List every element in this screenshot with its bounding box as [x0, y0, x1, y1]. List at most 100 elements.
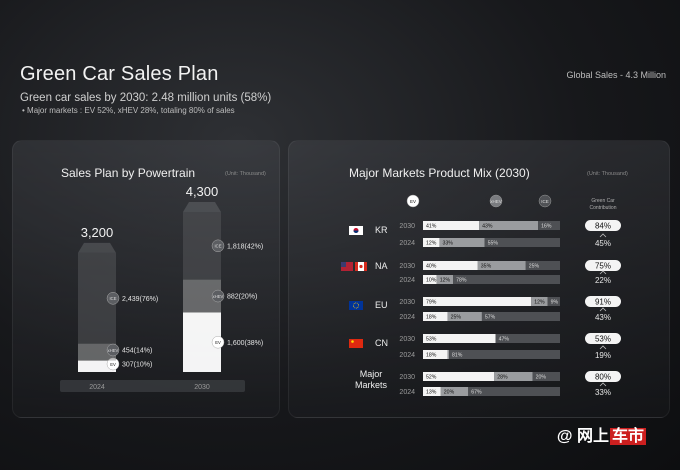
contribution-pill-na-2030: [585, 260, 621, 271]
bar-label-ev-cn-2024: 18%: [426, 353, 437, 359]
badge-text-xhev-2024: xHEV: [108, 348, 119, 353]
contribution-arrow-major-markets-2024: [599, 382, 607, 387]
market-name-cn: CN: [375, 338, 388, 348]
badge-text-ev-2024: EV: [110, 362, 116, 367]
bar-seg-ev-2024: [78, 360, 116, 372]
flag-ca-leaf: [359, 264, 363, 269]
year-band: [60, 380, 245, 392]
legend-text-ev: EV: [410, 199, 416, 204]
bar-seg-xhev-na-2024: [436, 275, 454, 284]
bullet-note: • Major markets : EV 52%, xHEV 28%, tota…: [22, 106, 235, 115]
bar-seg-xhev-eu-2024: [447, 312, 482, 321]
bar-label-ice-na-2030: 25%: [529, 264, 540, 270]
row-year-cn-2030: 2030: [399, 336, 415, 343]
bar-label-xhev-na-2024: 12%: [440, 278, 451, 284]
markets-unit-note: (Unit: Thousand): [587, 171, 628, 177]
category-label-2030: 2030: [194, 384, 210, 391]
contribution-arrow-kr-2024: [599, 233, 607, 238]
bar-label-xhev-major-markets-2030: 28%: [497, 375, 508, 381]
total-label-2030: 4,300: [186, 184, 219, 199]
row-year-na-2024: 2024: [399, 277, 415, 284]
contribution-value-major-markets-2024: 33%: [595, 388, 611, 397]
bar-seg-ice-kr-2030: [538, 221, 560, 230]
bar-label-ev-major-markets-2030: 52%: [426, 375, 437, 381]
bar-seg-ice-eu-2024: [481, 312, 560, 321]
contribution-value-eu-2024: 43%: [595, 313, 611, 322]
bar-seg-ev-major-markets-2024: [423, 387, 441, 396]
contribution-value-kr-2030: 84%: [595, 222, 611, 231]
contribution-pill-kr-2030: [585, 220, 621, 231]
bar-seg-ev-eu-2024: [423, 312, 448, 321]
row-year-eu-2024: 2024: [399, 314, 415, 321]
value-label-ev-2030: 1,600(38%): [227, 340, 263, 347]
bar-seg-ev-na-2030: [423, 261, 478, 270]
contribution-header-line2: Contribution: [590, 205, 617, 211]
bar-label-xhev-eu-2030: 12%: [534, 300, 545, 306]
bar-label-ice-kr-2024: 55%: [488, 241, 499, 247]
bar-label-ev-na-2030: 40%: [426, 264, 437, 270]
bar-label-xhev-kr-2030: 43%: [482, 224, 493, 230]
contribution-arrow-cn-2024: [599, 345, 607, 350]
market-name-na: NA: [375, 261, 388, 271]
total-label-2024: 3,200: [81, 225, 114, 240]
bar-label-xhev-eu-2024: 25%: [451, 315, 462, 321]
bar-seg-ev-major-markets-2030: [423, 372, 495, 381]
bar-seg-xhev-eu-2030: [531, 297, 548, 306]
category-label-2024: 2024: [89, 384, 105, 391]
flag-us: [341, 262, 353, 271]
powertrain-unit-note: (Unit: Thousand): [225, 171, 266, 177]
watermark: @ 网上 车市: [557, 422, 646, 446]
bar-seg-ev-kr-2024: [423, 238, 440, 247]
market-name-line1: Major: [360, 369, 383, 379]
bar-seg-ice-cn-2024: [449, 350, 560, 359]
row-year-kr-2030: 2030: [399, 223, 415, 230]
flag-cn: [349, 339, 363, 348]
bar-seg-ice-na-2030: [525, 261, 560, 270]
contribution-value-major-markets-2030: 80%: [595, 373, 611, 382]
contribution-arrow-na-2024: [599, 270, 607, 275]
bar-seg-xhev-kr-2030: [479, 221, 539, 230]
bar-seg-xhev-na-2030: [477, 261, 526, 270]
row-year-na-2030: 2030: [399, 263, 415, 270]
bar-label-xhev-major-markets-2024: 20%: [444, 390, 455, 396]
bar-seg-xhev-major-markets-2024: [440, 387, 469, 396]
value-label-ice-2024: 2,439(76%): [122, 296, 158, 303]
badge-xhev-2030: [211, 289, 225, 303]
bar-label-ev-eu-2030: 79%: [426, 300, 437, 306]
market-name-kr: KR: [375, 225, 388, 235]
flag-kr-blue: [353, 230, 359, 234]
bar-seg-ice-cn-2030: [495, 334, 560, 343]
bar-label-ev-cn-2030: 53%: [426, 337, 437, 343]
global-sales: Global Sales - 4.3 Million: [566, 70, 666, 80]
contribution-pill-major-markets-2030: [585, 371, 621, 382]
bar-seg-ev-cn-2030: [423, 334, 496, 343]
bar-label-ev-eu-2024: 18%: [426, 315, 437, 321]
bar-label-xhev-na-2030: 35%: [481, 264, 492, 270]
contribution-value-na-2024: 22%: [595, 276, 611, 285]
bar-seg-ev-kr-2030: [423, 221, 480, 230]
badge-text-ice-2030: ICE: [215, 244, 222, 249]
bar-seg-ice-major-markets-2030: [532, 372, 560, 381]
page-title: Green Car Sales Plan: [20, 63, 219, 85]
page-subtitle: Green car sales by 2030: 2.48 million un…: [20, 92, 272, 104]
contribution-pill-eu-2030: [585, 296, 621, 307]
contribution-header-line1: Green Car: [591, 198, 615, 204]
powertrain-panel: Sales Plan by Powertrain (Unit: Thousand…: [12, 140, 280, 418]
bar-label-ice-kr-2030: 16%: [541, 224, 552, 230]
market-name-eu: EU: [375, 300, 388, 310]
watermark-text1: 网上: [576, 428, 609, 445]
legend-text-ice: ICE: [541, 199, 549, 204]
bar-seg-xhev-major-markets-2030: [494, 372, 533, 381]
bar-label-ice-major-markets-2024: 67%: [471, 390, 482, 396]
bar-label-ev-kr-2024: 12%: [426, 241, 437, 247]
badge-text-ev-2030: EV: [215, 340, 221, 345]
bar-label-ev-kr-2030: 41%: [426, 224, 437, 230]
bar-seg-xhev-2024: [78, 343, 116, 361]
markets-chart-title: Major Markets Product Mix (2030): [349, 166, 530, 180]
powertrain-chart-title: Sales Plan by Powertrain: [61, 166, 196, 180]
bar-seg-ice-na-2024: [453, 275, 560, 284]
bar-label-ice-na-2024: 78%: [456, 278, 467, 284]
contribution-value-cn-2024: 19%: [595, 351, 611, 360]
badge-text-xhev-2030: xHEV: [213, 294, 224, 299]
